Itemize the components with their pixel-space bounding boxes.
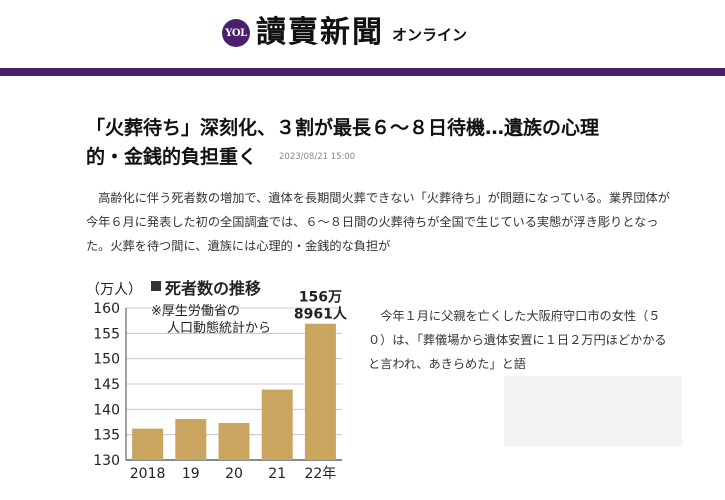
y-tick-label-160: 160 (93, 301, 120, 317)
data-label-line-2: 8961人 (294, 306, 348, 323)
chart-source-line-2: 人口動態統計から (167, 320, 271, 336)
headline-line-1: 「火葬待ち」深刻化、３割が最長６～８日待機…遺族の心理 (86, 117, 600, 139)
masthead-suffix: オンライン (392, 26, 468, 44)
bar-22年 (304, 323, 336, 460)
bar-21 (261, 389, 293, 460)
article-paragraph-2: 今年１月に父親を亡くした大阪府守口市の女性（５０）は、「葬儀場から遺体安置に１日… (368, 309, 667, 371)
x-tick-label-21: 21 (268, 466, 286, 482)
article-timestamp: 2023/08/21 15:00 (279, 152, 356, 162)
y-tick-label-155: 155 (93, 326, 120, 342)
site-logo[interactable]: YOL 讀賣新聞 オンライン (222, 12, 467, 54)
article-paragraph-1: 高齢化に伴う死者数の増加で、遺体を長期間火葬できない「火葬待ち」が問題になってい… (86, 191, 670, 253)
x-tick-label-20: 20 (225, 466, 243, 482)
y-tick-label-140: 140 (93, 402, 120, 418)
y-tick-label-145: 145 (93, 377, 120, 393)
chart-title-icon (151, 281, 161, 291)
masthead-title: 讀賣新聞 (256, 15, 384, 50)
chart-svg: 130 135 140 145 150 155 160 （万人） 死者数の推移 ※厚生労働省の人口… (86, 279, 348, 482)
ad-placeholder (504, 376, 682, 446)
x-tick-label-19: 19 (182, 466, 200, 482)
y-tick-label-130: 130 (93, 453, 120, 469)
site-header: YOL 讀賣新聞 オンライン (0, 0, 725, 68)
bar-19 (175, 418, 207, 460)
article-headline: 「火葬待ち」深刻化、３割が最長６～８日待機…遺族の心理 的・金銭的負担重く 202… (86, 114, 686, 172)
data-label-line-1: 156万 (299, 290, 342, 306)
yol-badge: YOL (222, 19, 250, 47)
header-divider-bar (0, 68, 725, 76)
x-tick-label-22年: 22年 (304, 466, 336, 482)
chart-title: 死者数の推移 (165, 279, 261, 298)
deaths-bar-chart: 130 135 140 145 150 155 160 （万人） 死者数の推移 ※厚生労働省の 人口… (80, 272, 365, 500)
chart-source-line-1: ※厚生労働省の (151, 304, 240, 319)
headline-line-2: 的・金銭的負担重く (86, 146, 258, 168)
x-tick-label-2018: 2018 (130, 466, 166, 482)
bar-20 (218, 423, 250, 460)
y-tick-label-135: 135 (93, 428, 120, 444)
bar-2018 (132, 428, 164, 460)
y-tick-label-150: 150 (93, 352, 120, 368)
y-axis-label: （万人） (86, 282, 142, 298)
